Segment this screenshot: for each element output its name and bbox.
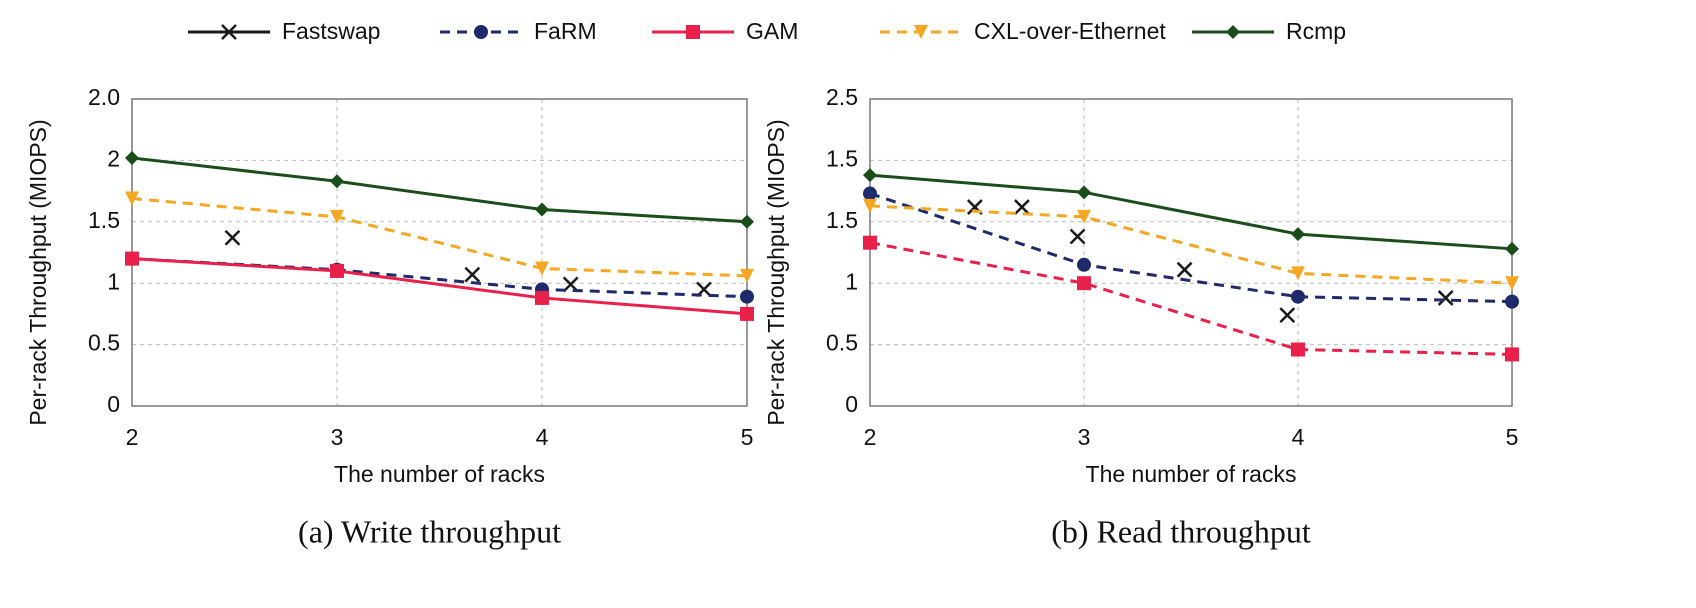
x-tick-label: 5 [741,424,754,450]
y-tick-label: 0.5 [826,330,858,356]
marker [1291,289,1305,304]
x-tick-label: 3 [1078,424,1091,450]
series-line [869,192,1513,304]
marker [330,263,344,278]
marker [464,266,481,283]
marker [125,150,139,165]
marker [125,191,139,206]
marker [1069,228,1086,245]
marker [740,289,754,304]
x-tick-label: 4 [536,424,549,450]
marker [330,174,344,189]
legend-label: GAM [746,18,798,44]
x-tick-label: 3 [331,424,344,450]
y-tick-label: 1 [845,268,858,294]
y-tick-label: 1 [107,268,120,294]
series-line [131,196,748,278]
legend-marker [914,25,928,39]
caption: (a) Write throughput [298,513,561,549]
x-tick-label: 5 [1506,424,1519,450]
marker [1505,294,1519,309]
marker [1291,342,1305,357]
marker [863,168,877,183]
marker [1077,276,1091,291]
marker [224,229,241,246]
x-axis-label: The number of racks [1086,461,1297,487]
caption: (b) Read throughput [1051,513,1311,549]
legend-marker [221,24,237,40]
marker [1291,266,1305,281]
marker [1077,185,1091,200]
y-tick-label: 1.5 [826,207,858,233]
marker [1176,261,1193,278]
marker [863,235,877,250]
series-line [869,204,1513,285]
legend-label: FaRM [534,18,597,44]
marker [535,202,549,217]
y-tick-label: 2.5 [826,84,858,110]
y-tick-label: 0 [107,391,120,417]
series-line [131,257,748,316]
y-tick-label: 2.0 [88,84,120,110]
marker [1014,199,1030,215]
marker [330,209,344,224]
legend-marker [686,25,700,39]
plot-frame [869,98,1513,407]
legend-label: Rcmp [1286,18,1346,44]
y-axis-label: Per-rack Throughput (MIOPS) [25,119,51,425]
legend-label: Fastswap [282,18,380,44]
x-tick-label: 2 [126,424,139,450]
marker [740,306,754,321]
marker [1437,290,1454,306]
plot-frame [131,98,748,407]
x-tick-label: 4 [1292,424,1305,450]
y-axis-label: Per-rack Throughput (MIOPS) [763,119,789,425]
marker [535,290,549,305]
series-line [131,156,748,224]
marker [740,268,754,283]
marker [863,198,877,213]
y-tick-label: 0.5 [88,330,120,356]
marker [863,186,877,201]
marker [1505,347,1519,362]
x-axis-label: The number of racks [334,461,545,487]
series-line [869,241,1513,356]
legend-label: CXL-over-Ethernet [974,18,1166,44]
y-tick-label: 1.5 [826,145,858,171]
marker [1505,241,1519,256]
legend-marker [474,25,488,39]
y-tick-label: 2 [107,145,120,171]
x-tick-label: 2 [864,424,877,450]
marker [740,214,754,229]
legend-marker [1226,25,1240,39]
marker [125,251,139,266]
marker [1291,227,1305,242]
marker [1279,307,1296,324]
y-tick-label: 0 [845,391,858,417]
marker [535,261,549,276]
marker [1077,257,1091,272]
marker [1505,276,1519,291]
series-line [869,173,1513,251]
y-tick-label: 1.5 [88,207,120,233]
marker [1077,209,1091,224]
